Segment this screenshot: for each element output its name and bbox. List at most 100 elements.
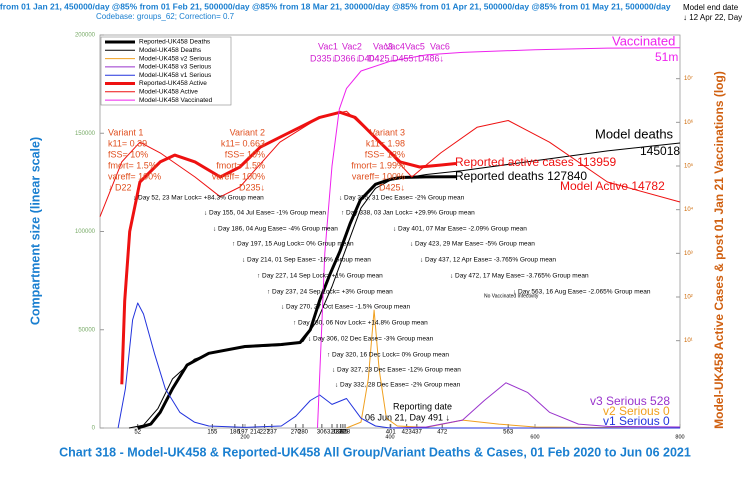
variant-label: fSS= 13% bbox=[365, 149, 405, 159]
vaccine-label: D486↓ bbox=[418, 53, 444, 63]
annotation: 51m bbox=[655, 50, 678, 64]
annotation: 06 Jun 21, Day 491 ↓ bbox=[365, 412, 450, 422]
vaccine-label: D425↓ bbox=[368, 53, 394, 63]
event-label: ↑ Day 280, 06 Nov Lock= +14.8% Group mea… bbox=[293, 320, 428, 327]
event-tick-label: 197 bbox=[238, 430, 249, 436]
vaccine-label: Vac2 bbox=[342, 41, 362, 51]
legend-label: Model-UK458 Deaths bbox=[139, 47, 202, 54]
event-label: ↓ Day 214, 01 Sep Ease= -16% Group mean bbox=[242, 257, 371, 264]
event-tick-label: 155 bbox=[207, 430, 218, 436]
y2-tick-label: 10¹ bbox=[684, 338, 693, 344]
annotation: 145018 bbox=[640, 144, 680, 158]
event-tick-label: 338 bbox=[340, 430, 351, 436]
series-line bbox=[120, 110, 457, 385]
legend-label: Model-UK458 Active bbox=[139, 89, 198, 96]
series-line bbox=[99, 110, 681, 217]
y-tick-label: 100000 bbox=[75, 229, 96, 235]
event-tick-label: 320 bbox=[327, 430, 338, 436]
event-tick-label: 270 bbox=[291, 430, 302, 436]
codebase: Codebase: groups_62; Correction= 0.7 bbox=[96, 12, 235, 21]
y2-tick-label: 10² bbox=[684, 295, 693, 301]
annotation: v1 Serious 0 bbox=[603, 414, 670, 428]
event-label: ↓ Day 327, 23 Dec Ease= -12% Group mean bbox=[332, 367, 461, 374]
y2-tick-label: 10⁶ bbox=[684, 119, 694, 126]
vaccine-label: Vac6 bbox=[430, 41, 450, 51]
legend-label: Model-UK458 Vaccinated bbox=[139, 97, 213, 104]
event-tick-label: 280 bbox=[298, 430, 309, 436]
event-label: ↓ Day 186, 04 Aug Ease= -4% Group mean bbox=[213, 226, 338, 233]
annotation: Reporting date bbox=[393, 401, 452, 411]
y2-tick-label: 10⁷ bbox=[684, 75, 693, 82]
event-label: ↓ Day 563, 16 Aug Ease= -2.065% Group me… bbox=[513, 289, 651, 296]
x-tick-label: 200 bbox=[240, 434, 249, 440]
event-label: ↓ Day 332, 28 Dec Ease= -2% Group mean bbox=[335, 382, 461, 389]
event-tick-label: 52 bbox=[134, 430, 141, 436]
variant-label: Variant 3 bbox=[370, 127, 405, 137]
variant-label: k11= 1.98 bbox=[366, 138, 405, 148]
y-tick-label: 0 bbox=[92, 426, 96, 432]
y-tick-label: 50000 bbox=[78, 327, 95, 333]
event-label: ↓ Day 335, 31 Dec Ease= -2% Group mean bbox=[339, 195, 465, 202]
event-tick-label: 423 bbox=[402, 430, 413, 436]
event-label: ↑ Day 338, 03 Jan Lock= +29.9% Group mea… bbox=[341, 210, 475, 217]
event-label: ↓ Day 423, 29 Mar Ease= -5% Group mean bbox=[410, 241, 535, 248]
event-label: No Vaccinated Infectivity bbox=[484, 293, 539, 299]
variant-label: vareff= 100% bbox=[212, 171, 265, 181]
chart-title: Chart 318 - Model-UK458 & Reported-UK458… bbox=[59, 445, 691, 459]
series-line bbox=[137, 175, 457, 430]
legend-label: Reported-UK458 Deaths bbox=[139, 39, 211, 46]
variant-label: ↓ D22 bbox=[108, 182, 132, 192]
x-tick-label: 400 bbox=[385, 434, 394, 440]
annotation: Vaccinated bbox=[612, 33, 675, 48]
event-tick-label: 306 bbox=[317, 430, 328, 436]
variant-label: fmort= 1.99% bbox=[351, 160, 405, 170]
variant-label: D235↓ bbox=[239, 182, 265, 192]
annotation: Model deaths bbox=[595, 126, 674, 141]
event-label: ↓ Day 437, 12 Apr Ease= -3.765% Group me… bbox=[420, 257, 556, 264]
annotation: Reported active cases 113959 bbox=[455, 155, 617, 169]
event-label: ↑ Day 197, 15 Aug Lock= 0% Group mean bbox=[232, 241, 354, 248]
banner: % from 01 Jan 21, 450000/day @85% from 0… bbox=[0, 1, 671, 11]
variant-label: k11= 0.39 bbox=[108, 138, 147, 148]
vaccine-label: Vac5 bbox=[405, 41, 425, 51]
vaccine-label: D366↓ bbox=[334, 53, 360, 63]
x-tick-label: 600 bbox=[530, 434, 539, 440]
series-line bbox=[117, 302, 680, 429]
legend-label: Reported-UK458 Active bbox=[139, 80, 207, 87]
event-label: ↓ Day 270, 27 Oct Ease= -1.5% Group mean bbox=[281, 304, 411, 311]
y-axis-label: Compartment size (linear scale) bbox=[28, 137, 42, 325]
legend-box bbox=[100, 36, 232, 106]
series-line bbox=[317, 47, 681, 429]
vaccine-label: Vac1 bbox=[318, 41, 338, 51]
legend-label: Model-UK458 v1 Serious bbox=[139, 72, 212, 79]
annotation: v2 Serious 0 bbox=[603, 404, 670, 418]
event-label: ↑ Day 320, 16 Dec Lock= 0% Group mean bbox=[327, 352, 449, 359]
vaccine-label: D455↓ bbox=[392, 53, 418, 63]
event-label: ↓ Day 155, 04 Jul Ease= -1% Group mean bbox=[204, 210, 326, 217]
event-tick-label: 401 bbox=[386, 430, 397, 436]
vaccine-label: D335↓ bbox=[310, 53, 336, 63]
event-label: ↓ Day 472, 17 May Ease= -3.765% Group me… bbox=[450, 273, 589, 280]
variant-label: Variant 1 bbox=[108, 127, 143, 137]
event-tick-label: 327 bbox=[332, 430, 343, 436]
annotation: v3 Serious 528 bbox=[590, 394, 670, 408]
variant-label: D425↓ bbox=[379, 182, 405, 192]
event-label: ↓ Day 52, 23 Mar Lock= +84.3% Group mean bbox=[133, 195, 264, 202]
variant-label: fmort= 1.5% bbox=[108, 160, 157, 170]
variant-label: vareff= 100% bbox=[352, 171, 405, 181]
y-tick-label: 200000 bbox=[75, 33, 96, 39]
variant-label: vareff= 100% bbox=[108, 171, 161, 181]
legend-label: Model-UK458 v3 Serious bbox=[139, 64, 212, 71]
event-tick-label: 437 bbox=[412, 430, 423, 436]
legend-label: Model-UK458 v2 Serious bbox=[139, 55, 212, 62]
y2-tick-label: 10⁴ bbox=[684, 206, 694, 213]
event-tick-label: 237 bbox=[267, 430, 278, 436]
x-tick-label: 800 bbox=[675, 434, 684, 440]
series-line bbox=[346, 309, 681, 429]
event-label: ↑ Day 237, 24 Sep Lock= +3% Group mean bbox=[267, 289, 393, 296]
variant-label: fmort= 1.5% bbox=[216, 160, 265, 170]
annotation: Model end date bbox=[683, 3, 739, 12]
event-tick-label: 227 bbox=[260, 430, 271, 436]
vaccine-label: D404↓ bbox=[358, 53, 384, 63]
annotation: Reported deaths 127840 bbox=[455, 169, 587, 183]
